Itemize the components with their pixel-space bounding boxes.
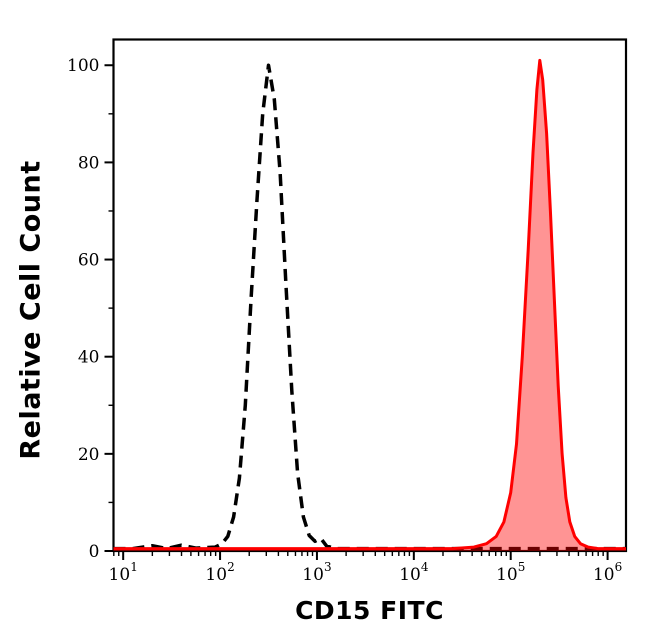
y-tick-label: 80	[78, 153, 100, 173]
y-tick-label: 40	[78, 348, 100, 368]
y-axis-title: Relative Cell Count	[15, 160, 47, 460]
y-tick-label: 20	[78, 445, 100, 465]
x-tick-label: 103	[302, 560, 331, 585]
x-tick-label: 102	[205, 560, 234, 585]
cd15-fitc-stained-fill	[113, 60, 626, 552]
x-tick-label: 105	[496, 560, 525, 585]
y-tick-label: 100	[67, 56, 99, 76]
axes-frame	[112, 38, 628, 553]
y-tick-label: 60	[78, 251, 100, 271]
x-tick-label: 101	[109, 560, 138, 585]
x-tick-label: 104	[399, 560, 429, 585]
y-tick-label: 0	[89, 542, 100, 562]
cd15-fitc-stained-curve	[113, 58, 626, 551]
x-axis-title: CD15 FITC	[295, 596, 444, 625]
x-tick-label: 106	[593, 560, 622, 585]
